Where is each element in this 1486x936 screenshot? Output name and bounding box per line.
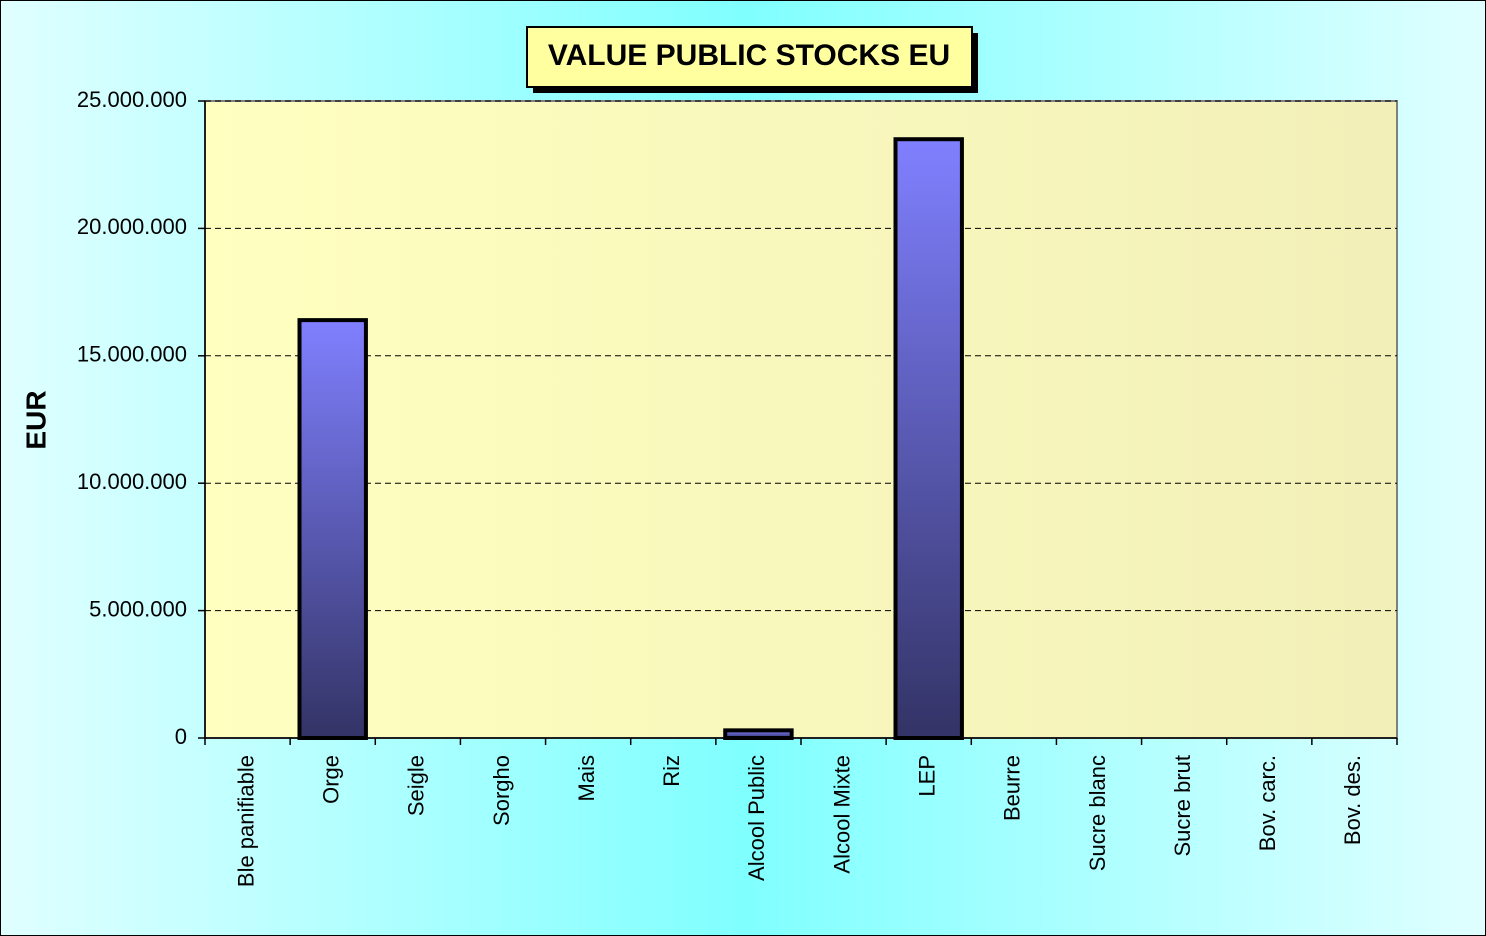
x-tick-label: Mais <box>574 755 599 801</box>
y-tick-label: 15.000.000 <box>77 342 187 367</box>
x-tick-label: Ble panifiable <box>233 755 258 887</box>
x-tick-label: Sucre brut <box>1170 755 1195 857</box>
x-tick-label: LEP <box>915 755 940 797</box>
x-tick-label: Orge <box>319 755 344 804</box>
y-tick-label: 0 <box>175 724 187 749</box>
chart-title: VALUE PUBLIC STOCKS EU <box>548 39 950 72</box>
x-tick-label: Riz <box>659 755 684 787</box>
bar <box>297 318 368 740</box>
x-tick-label: Beurre <box>1000 755 1025 821</box>
x-tick-label: Sucre blanc <box>1085 755 1110 871</box>
title-box <box>526 26 973 88</box>
x-tick-label: Bov. des. <box>1340 755 1365 845</box>
bar <box>893 137 964 741</box>
x-tick-label: Alcool Public <box>744 755 769 881</box>
x-tick-label: Bov. carc. <box>1255 755 1280 851</box>
x-tick-label: Sorgho <box>489 755 514 826</box>
plot-area <box>204 100 1398 739</box>
x-tick-label: Alcool Mixte <box>829 755 854 874</box>
y-axis-title: EUR <box>20 390 51 449</box>
bar <box>723 728 794 741</box>
y-tick-label: 20.000.000 <box>77 214 187 239</box>
y-tick-label: 25.000.000 <box>77 87 187 112</box>
y-tick-label: 10.000.000 <box>77 469 187 494</box>
y-tick-label: 5.000.000 <box>89 596 187 621</box>
x-tick-label: Seigle <box>404 755 429 816</box>
